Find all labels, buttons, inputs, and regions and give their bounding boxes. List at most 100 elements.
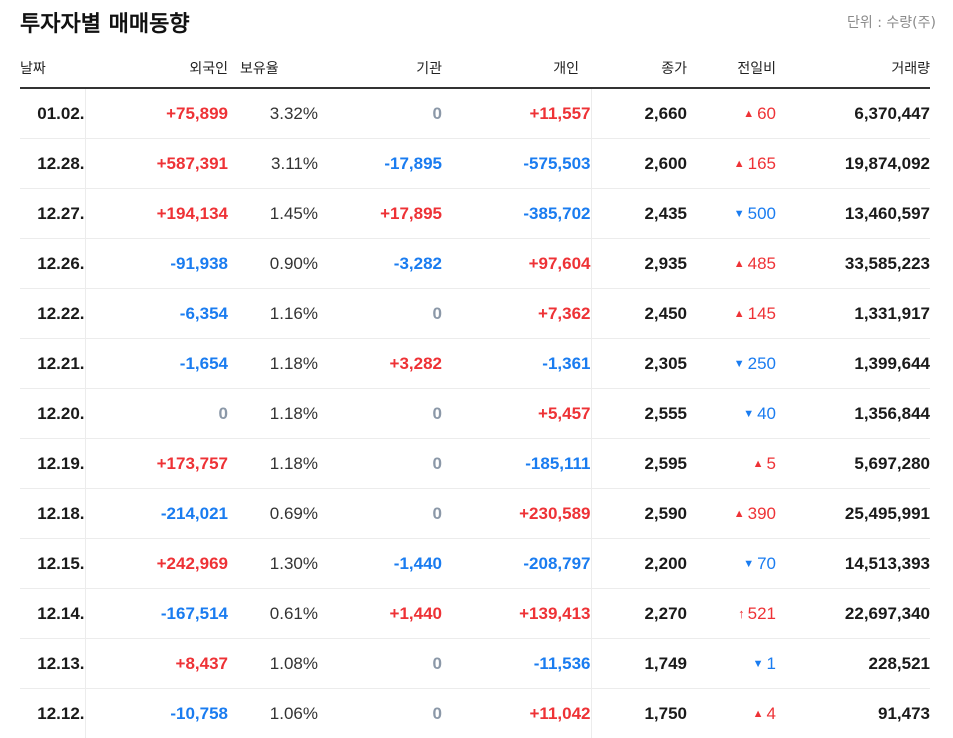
institution-net-cell: 0 <box>318 289 442 339</box>
close-price-cell: 2,660 <box>591 88 687 139</box>
foreign-net-cell: +75,899 <box>85 88 228 139</box>
date-cell: 12.27. <box>20 189 85 239</box>
institution-net-cell: +1,440 <box>318 589 442 639</box>
upper-limit-arrow-icon: ↑ <box>738 606 745 621</box>
col-header-ratio: 보유율 <box>228 49 318 88</box>
close-price-cell: 2,590 <box>591 489 687 539</box>
institution-net-cell: +3,282 <box>318 339 442 389</box>
up-triangle-icon: ▲ <box>753 458 764 470</box>
institution-net-cell: +17,895 <box>318 189 442 239</box>
change-value: 165 <box>748 154 776 173</box>
individual-net-cell: -208,797 <box>442 539 591 589</box>
volume-cell: 1,399,644 <box>776 339 930 389</box>
foreign-ratio-cell: 0.69% <box>228 489 318 539</box>
change-cell: ▲4 <box>687 689 776 738</box>
volume-cell: 228,521 <box>776 639 930 689</box>
col-header-change: 전일비 <box>687 49 776 88</box>
foreign-ratio-cell: 1.08% <box>228 639 318 689</box>
change-value: 250 <box>748 354 776 373</box>
institution-net-cell: 0 <box>318 389 442 439</box>
date-cell: 12.12. <box>20 689 85 738</box>
change-value: 5 <box>767 454 776 473</box>
individual-net-cell: +230,589 <box>442 489 591 539</box>
foreign-net-cell: +194,134 <box>85 189 228 239</box>
date-cell: 12.14. <box>20 589 85 639</box>
date-cell: 12.26. <box>20 239 85 289</box>
foreign-ratio-cell: 0.90% <box>228 239 318 289</box>
foreign-ratio-cell: 1.06% <box>228 689 318 738</box>
close-price-cell: 2,200 <box>591 539 687 589</box>
change-cell: ▲145 <box>687 289 776 339</box>
individual-net-cell: +7,362 <box>442 289 591 339</box>
change-cell: ↑521 <box>687 589 776 639</box>
close-price-cell: 1,749 <box>591 639 687 689</box>
volume-cell: 5,697,280 <box>776 439 930 489</box>
change-cell: ▼500 <box>687 189 776 239</box>
foreign-net-cell: -6,354 <box>85 289 228 339</box>
institution-net-cell: 0 <box>318 639 442 689</box>
col-header-close: 종가 <box>591 49 687 88</box>
date-cell: 12.15. <box>20 539 85 589</box>
up-triangle-icon: ▲ <box>734 308 745 320</box>
individual-net-cell: -1,361 <box>442 339 591 389</box>
volume-cell: 91,473 <box>776 689 930 738</box>
date-cell: 01.02. <box>20 88 85 139</box>
unit-label: 단위 : 수량(주) <box>847 12 936 32</box>
volume-cell: 33,585,223 <box>776 239 930 289</box>
col-header-date: 날짜 <box>20 49 85 88</box>
foreign-net-cell: -214,021 <box>85 489 228 539</box>
change-value: 1 <box>767 654 776 673</box>
foreign-ratio-cell: 1.18% <box>228 389 318 439</box>
close-price-cell: 2,305 <box>591 339 687 389</box>
close-price-cell: 2,435 <box>591 189 687 239</box>
date-cell: 12.18. <box>20 489 85 539</box>
volume-cell: 1,356,844 <box>776 389 930 439</box>
change-cell: ▼70 <box>687 539 776 589</box>
date-cell: 12.22. <box>20 289 85 339</box>
individual-net-cell: +11,042 <box>442 689 591 738</box>
col-header-institution: 기관 <box>318 49 442 88</box>
down-triangle-icon: ▼ <box>734 208 745 220</box>
table-header-row: 날짜 외국인 보유율 기관 개인 종가 전일비 거래량 <box>20 49 930 88</box>
up-triangle-icon: ▲ <box>734 508 745 520</box>
volume-cell: 1,331,917 <box>776 289 930 339</box>
date-cell: 12.19. <box>20 439 85 489</box>
volume-cell: 6,370,447 <box>776 88 930 139</box>
change-value: 60 <box>757 104 776 123</box>
down-triangle-icon: ▼ <box>753 658 764 670</box>
institution-net-cell: 0 <box>318 689 442 738</box>
foreign-net-cell: -10,758 <box>85 689 228 738</box>
change-cell: ▼250 <box>687 339 776 389</box>
change-cell: ▲5 <box>687 439 776 489</box>
change-cell: ▲390 <box>687 489 776 539</box>
change-value: 521 <box>748 604 776 623</box>
change-value: 40 <box>757 404 776 423</box>
individual-net-cell: -11,536 <box>442 639 591 689</box>
change-cell: ▲165 <box>687 139 776 189</box>
volume-cell: 13,460,597 <box>776 189 930 239</box>
individual-net-cell: +5,457 <box>442 389 591 439</box>
change-value: 70 <box>757 554 776 573</box>
col-header-foreign: 외국인 <box>85 49 228 88</box>
institution-net-cell: 0 <box>318 88 442 139</box>
up-triangle-icon: ▲ <box>753 708 764 720</box>
section-title: 투자자별 매매동향 <box>20 6 190 38</box>
change-value: 4 <box>767 704 776 723</box>
date-cell: 12.13. <box>20 639 85 689</box>
foreign-net-cell: 0 <box>85 389 228 439</box>
change-cell: ▲485 <box>687 239 776 289</box>
institution-net-cell: -17,895 <box>318 139 442 189</box>
up-triangle-icon: ▲ <box>734 158 745 170</box>
individual-net-cell: -575,503 <box>442 139 591 189</box>
date-cell: 12.28. <box>20 139 85 189</box>
volume-cell: 14,513,393 <box>776 539 930 589</box>
close-price-cell: 2,450 <box>591 289 687 339</box>
individual-net-cell: +11,557 <box>442 88 591 139</box>
foreign-net-cell: +587,391 <box>85 139 228 189</box>
col-header-volume: 거래량 <box>776 49 930 88</box>
change-value: 145 <box>748 304 776 323</box>
close-price-cell: 2,935 <box>591 239 687 289</box>
